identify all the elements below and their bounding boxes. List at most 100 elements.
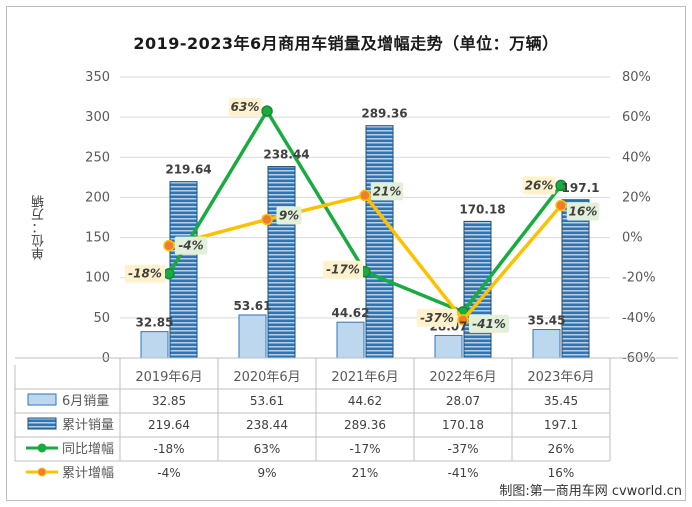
y-tick-label: 100: [85, 271, 110, 286]
table-cell: 63%: [254, 442, 281, 456]
y-tick-label: 150: [85, 231, 110, 246]
y-tick-label: 250: [85, 150, 110, 165]
yoy-label-box: [228, 98, 262, 117]
cum-growth-marker: [457, 314, 469, 326]
cum-growth-label: -4%: [178, 239, 203, 253]
bar-cumulative: [169, 181, 198, 359]
yoy-label: -17%: [326, 263, 360, 277]
table-cell: 197.1: [544, 418, 578, 432]
cum-growth-label-box: [174, 236, 208, 255]
chart-frame: [6, 6, 686, 501]
bar-monthly-label: 35.45: [528, 314, 566, 328]
bar-monthly-label: 53.61: [234, 299, 272, 313]
bar-monthly: [532, 329, 561, 359]
bar-cumulative-label: 170.18: [459, 202, 505, 216]
y2-tick-label: 20%: [622, 190, 651, 205]
cum-growth-label: 9%: [279, 209, 299, 223]
yoy-label-box: [125, 264, 165, 283]
cum-growth-label: 16%: [569, 204, 598, 218]
bar-cumulative: [267, 166, 296, 359]
yoy-label: 26%: [525, 178, 554, 192]
yoy-label-box: [522, 176, 556, 195]
y-tick-label: 50: [93, 311, 110, 326]
cum-growth-label-box: [276, 206, 302, 225]
bar-monthly-label: 32.85: [136, 316, 174, 330]
table-cell: 219.64: [148, 418, 190, 432]
bar-cumulative-label: 219.64: [165, 163, 211, 177]
table-cell: 16%: [548, 466, 575, 480]
table-cell: 9%: [257, 466, 276, 480]
axis-ticks: 050100150200250300350-60%-40%-20%0%20%40…: [85, 70, 655, 366]
category-label: 2019年6月: [135, 370, 202, 385]
cum-growth-marker: [359, 189, 371, 202]
yoy-label: -18%: [128, 267, 162, 281]
y2-tick-label: 80%: [622, 70, 651, 85]
table-cell: -17%: [349, 442, 380, 456]
data-labels: 32.85219.6453.61238.4444.62289.3628.0717…: [125, 98, 599, 333]
bar-monthly: [238, 314, 267, 359]
legend-label: 累计销量: [62, 418, 114, 433]
bar-monthly: [140, 331, 169, 359]
legend-key: [37, 443, 47, 453]
table-cell: 35.45: [544, 394, 578, 408]
legend-key: [37, 467, 47, 477]
table-cell: -18%: [153, 442, 184, 456]
y2-tick-label: 40%: [622, 150, 651, 165]
category-label: 2021年6月: [331, 370, 398, 385]
credit-text: 制图:第一商用车网 cvworld.cn: [499, 484, 682, 499]
cum-growth-marker: [555, 199, 567, 212]
growth-lines: [163, 105, 567, 326]
legend-label: 6月销量: [62, 394, 109, 409]
table-cell: -4%: [157, 466, 180, 480]
yoy-label: 63%: [231, 100, 260, 114]
y2-tick-label: -40%: [622, 311, 656, 326]
y2-tick-label: -20%: [622, 271, 656, 286]
table-cell: 28.07: [446, 394, 480, 408]
yoy-label-box: [323, 260, 363, 279]
legend-label: 同比增幅: [62, 442, 114, 457]
table-cell: 170.18: [442, 418, 484, 432]
yoy-marker: [163, 267, 175, 280]
y-tick-label: 300: [85, 110, 110, 125]
category-label: 2020年6月: [233, 370, 300, 385]
table-cell: -37%: [447, 442, 478, 456]
bar-monthly-label: 44.62: [332, 306, 370, 320]
table-cell: 26%: [548, 442, 575, 456]
table-cell: 44.62: [348, 394, 382, 408]
table-cell: 53.61: [250, 394, 284, 408]
bar-monthly: [336, 321, 365, 359]
bar-cumulative-label: 197.1: [562, 181, 600, 195]
cum-growth-label-box: [370, 182, 404, 201]
bar-monthly: [434, 334, 463, 359]
cum-growth-label-box: [566, 202, 600, 221]
yoy-marker: [555, 179, 567, 192]
y2-tick-label: 60%: [622, 110, 651, 125]
data-table: 2019年6月 2020年6月 2021年6月 2022年6月 2023年6月 6月销量 3…: [14, 357, 678, 481]
bar-cumulative-label: 289.36: [361, 107, 407, 121]
yoy-label-box: [417, 308, 457, 327]
table-cell: -41%: [447, 466, 478, 480]
cum-growth-label: 21%: [373, 184, 402, 198]
yoy-marker: [261, 105, 273, 117]
legend-key: [27, 393, 57, 406]
bar-cumulative: [463, 220, 492, 359]
category-label: 2022年6月: [429, 370, 496, 385]
y-tick-label: 350: [85, 70, 110, 85]
table-cell: 21%: [352, 466, 379, 480]
table-cell: 32.85: [152, 394, 186, 408]
legend-label: 累计增幅: [62, 466, 114, 481]
yoy-label: -37%: [420, 311, 454, 325]
bar-cumulative-label: 238.44: [263, 148, 309, 162]
y2-tick-label: 0%: [622, 231, 643, 246]
table-cell: 289.36: [344, 418, 386, 432]
cum-growth-label: -41%: [472, 317, 506, 331]
cum-growth-marker: [163, 239, 175, 252]
bars: [140, 125, 590, 359]
bar-cumulative: [561, 199, 590, 359]
bar-cumulative: [365, 125, 394, 359]
category-label: 2023年6月: [527, 370, 594, 385]
y-tick-label: 200: [85, 190, 110, 205]
cum-growth-marker: [261, 213, 273, 226]
chart-title: 2019-2023年6月商用车销量及增幅走势（单位：万辆）: [133, 34, 559, 53]
